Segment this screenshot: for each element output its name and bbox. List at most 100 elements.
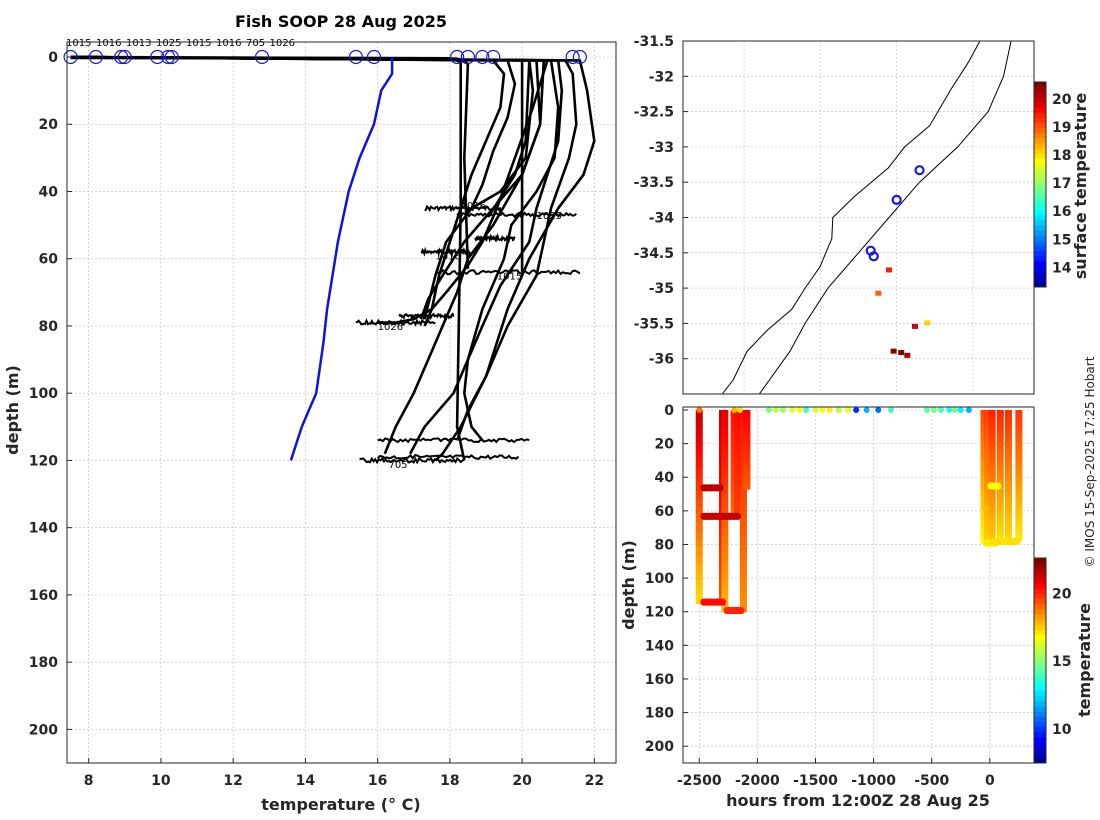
section-cast-segment — [984, 465, 992, 472]
section-y-tick-label: 60 — [655, 504, 675, 520]
profile-noisy-segment — [435, 269, 581, 276]
section-cast-segment — [734, 490, 742, 496]
section-cast-segment — [1004, 437, 1012, 444]
section-cast-segment — [721, 410, 729, 420]
section-y-tick-label: 120 — [645, 605, 674, 621]
surface-marker — [475, 49, 490, 65]
profile-x-tick-label: 10 — [151, 773, 171, 789]
section-cast-segment — [734, 468, 742, 474]
profile-y-tick-label: 140 — [29, 521, 58, 537]
section-cast-segment — [743, 410, 751, 414]
map-colorbar-segment — [1034, 169, 1046, 175]
section-cast-segment — [739, 527, 747, 537]
section-colorbar-segment — [1034, 563, 1046, 569]
section-cast-segment — [988, 470, 996, 477]
section-cast-segment — [996, 470, 1004, 477]
section-cast-segment — [739, 536, 747, 546]
section-cast-segment — [1004, 453, 1012, 460]
profile-x-tick-label: 20 — [512, 773, 532, 789]
section-cast-segment — [734, 472, 742, 478]
map-colorbar-segment — [1034, 123, 1046, 129]
section-cast-segment — [695, 466, 703, 476]
section-cast-segment — [739, 485, 747, 495]
section-surface-dot — [845, 407, 852, 413]
section-x-tick-label: -2000 — [735, 773, 780, 789]
section-colorbar-tick: 10 — [1052, 722, 1072, 738]
profile-y-tick-label: 160 — [29, 588, 58, 604]
section-y-tick-label: 40 — [655, 470, 675, 486]
section-colorbar-frame — [1033, 557, 1047, 764]
section-cast-segment — [988, 491, 996, 499]
surface-marker — [63, 49, 78, 65]
profile-noisy-segment — [456, 211, 577, 219]
profile-grid — [67, 42, 616, 763]
section-cast-segment — [739, 569, 747, 579]
section-colorbar-segment — [1034, 757, 1046, 764]
surface-marker — [254, 49, 270, 65]
section-cast-segment — [984, 443, 992, 450]
section-cast-segment — [1004, 519, 1012, 526]
section-x-tick-label: -1500 — [793, 773, 838, 789]
section-cast-segment — [721, 477, 729, 487]
section-cast-segment — [721, 536, 729, 546]
profile-x-tick-label: 18 — [440, 773, 459, 789]
section-colorbar-segment — [1034, 722, 1046, 728]
section-grid — [683, 407, 1034, 763]
section-cast-segment — [1015, 442, 1023, 449]
section-cast-segment — [743, 419, 751, 424]
section-cast-segment — [1004, 415, 1012, 422]
map-colorbar-segment — [1034, 128, 1046, 134]
section-surface-dot — [888, 407, 895, 413]
section-x-tick-label: 0 — [985, 773, 995, 789]
section-cast-segment — [721, 544, 729, 554]
section-colorbar-segment — [1034, 629, 1046, 636]
section-cast-segment — [996, 448, 1004, 455]
section-cast-segment — [721, 460, 729, 470]
section-cast-segment — [743, 459, 751, 464]
section-cast-segment — [984, 520, 992, 527]
surface-marker — [88, 49, 103, 65]
section-cast-segment — [721, 586, 729, 596]
map-colorbar-segment — [1034, 194, 1046, 201]
section-cast-segment — [734, 436, 742, 442]
surface-marker — [114, 49, 129, 65]
sst-point — [890, 348, 897, 354]
segment-label: 1025 — [537, 211, 562, 222]
profile-noisy-segment — [359, 456, 465, 465]
section-cast-segment — [1004, 508, 1012, 515]
surface-marker — [348, 49, 364, 65]
profile-line — [70, 55, 506, 327]
section-cast-segment — [1004, 513, 1012, 520]
section-cast-segment — [721, 527, 729, 537]
section-cast-segment — [734, 427, 742, 434]
chart-title: Fish SOOP 28 Aug 2025 — [235, 12, 447, 31]
section-colorbar-segment — [1034, 737, 1046, 743]
section-cast-segment — [1004, 497, 1012, 504]
section-cast-segment — [984, 487, 992, 494]
section-cast-segment — [996, 442, 1004, 449]
section-cast-segment — [1004, 470, 1012, 477]
section-cast-segment — [996, 453, 1004, 460]
section-x-tick-label: -500 — [914, 773, 949, 789]
section-cast-segment — [996, 524, 1004, 531]
section-band — [700, 598, 727, 606]
section-colorbar-segment — [1034, 568, 1046, 574]
section-cast-segment — [988, 426, 996, 433]
sst-point — [875, 290, 882, 296]
section-cast-segment — [1015, 464, 1023, 471]
section-cast-segment — [1015, 426, 1023, 433]
section-cast-segment — [739, 578, 747, 588]
section-cast-segment — [1004, 502, 1012, 509]
section-cast-segment — [721, 494, 729, 504]
section-cast-segment — [734, 432, 742, 438]
section-cast-segment — [743, 462, 751, 467]
segment-label: 1015 — [497, 272, 522, 283]
surface-marker — [460, 49, 476, 65]
section-cast-segment — [988, 464, 996, 471]
section-cast-segment — [996, 410, 1004, 417]
section-cast-segment — [734, 423, 742, 429]
section-cast-segment — [988, 519, 996, 526]
map-colorbar-segment — [1034, 158, 1046, 165]
map-y-tick-label: -34.5 — [634, 246, 674, 262]
profile-noisy-segment — [420, 246, 472, 258]
